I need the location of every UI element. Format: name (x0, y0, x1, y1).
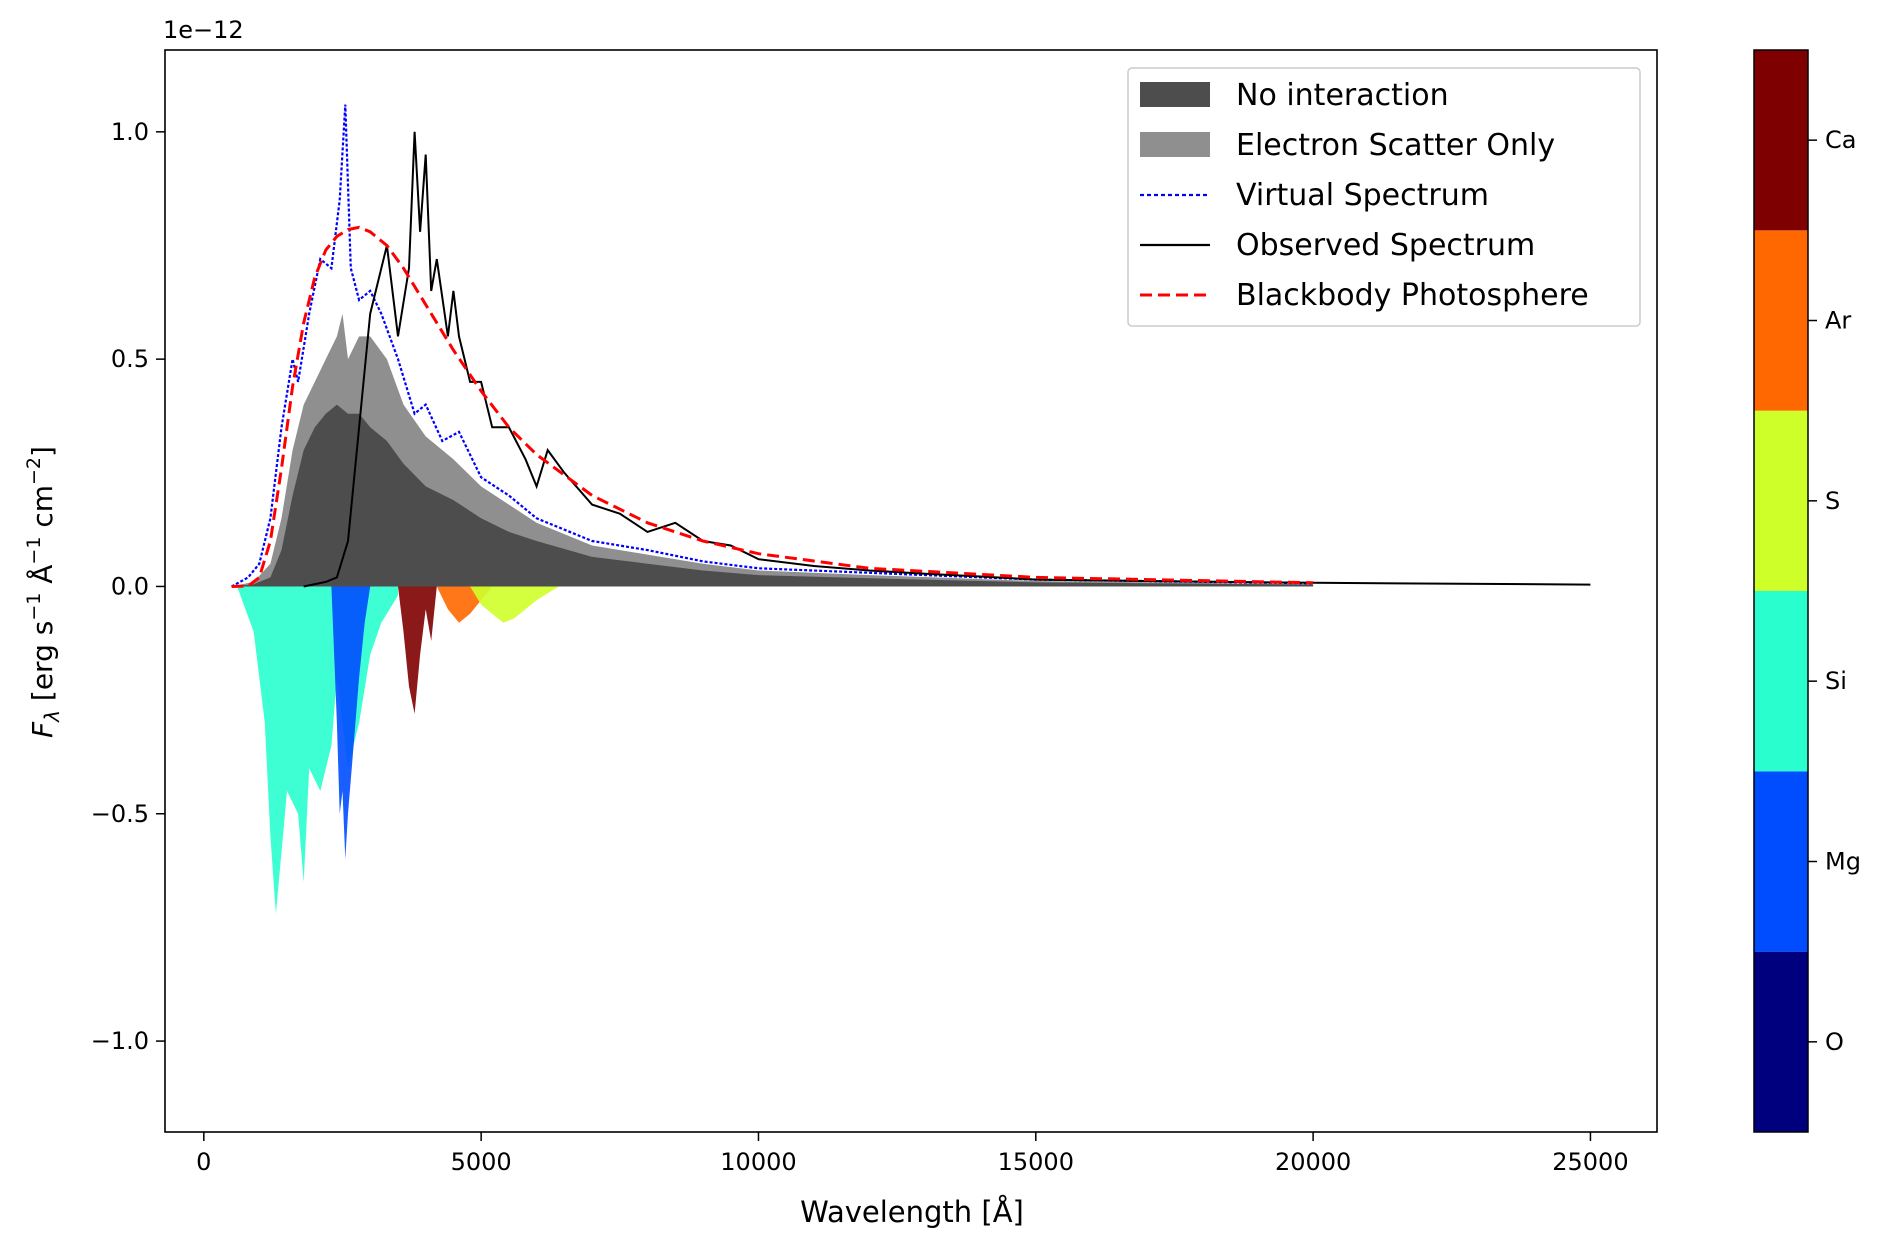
colorbar-label: Si (1825, 667, 1847, 695)
x-tick-label: 25000 (1552, 1148, 1628, 1176)
colorbar-label: Mg (1825, 848, 1861, 876)
colorbar-segment-ca (1754, 50, 1808, 231)
colorbar-label: S (1825, 487, 1840, 515)
legend-label: Blackbody Photosphere (1236, 278, 1589, 313)
electron-scatter-area (231, 313, 1314, 587)
y-tick-label: −0.5 (91, 800, 149, 828)
legend-box (1127, 67, 1641, 327)
plot-frame (164, 49, 1658, 1133)
legend-swatch-no-interaction (1140, 82, 1210, 107)
colorbar-label: O (1825, 1028, 1844, 1056)
legend: No interaction Electron Scatter Only Vir… (1127, 67, 1641, 327)
x-tick-label: 15000 (998, 1148, 1074, 1176)
y-tick-label: −1.0 (91, 1027, 149, 1055)
colorbar-label: Ar (1825, 307, 1851, 335)
y-tick-label: 0.5 (111, 345, 149, 373)
y-tick-label: 0.0 (111, 572, 149, 600)
colorbar-segment-s (1754, 410, 1808, 591)
colorbar-segment-ar (1754, 230, 1808, 411)
colorbar-segment-o (1754, 951, 1808, 1132)
x-tick-label: 0 (196, 1148, 211, 1176)
absorption-area-ca (398, 586, 437, 714)
observed-spectrum-line (303, 131, 1591, 588)
legend-label: No interaction (1236, 78, 1449, 113)
x-tick-label: 10000 (720, 1148, 796, 1176)
x-axis: 0 5000 10000 15000 20000 25000 (196, 1132, 1629, 1176)
colorbar-label: Ca (1825, 126, 1856, 154)
plot-data (231, 104, 1591, 914)
y-tick-label: 1.0 (111, 118, 149, 146)
x-axis-label: Wavelength [Å] (800, 1195, 1024, 1229)
colorbar-segment-si (1754, 591, 1808, 772)
x-tick-label: 20000 (1275, 1148, 1351, 1176)
legend-label: Virtual Spectrum (1236, 178, 1489, 213)
virtual-spectrum-line (231, 104, 1314, 588)
legend-label: Electron Scatter Only (1236, 128, 1555, 163)
colorbar-frame (1753, 49, 1809, 1133)
no-interaction-area (231, 404, 1314, 587)
y-offset-text: 1e−12 (163, 16, 244, 44)
absorption-area-mg (331, 586, 371, 860)
blackbody-line (231, 225, 1314, 588)
colorbar-segment-mg (1754, 771, 1808, 952)
y-axis: −1.0 −0.5 0.0 0.5 1.0 (91, 118, 165, 1055)
y-axis-label: Fλ [erg s−1 Å−1 cm−2] (23, 446, 64, 738)
legend-label: Observed Spectrum (1236, 228, 1535, 263)
x-tick-label: 5000 (451, 1148, 512, 1176)
colorbar: O Mg Si S Ar Ca (1753, 49, 1861, 1133)
absorption-area-s (470, 586, 559, 623)
legend-swatch-electron-scatter (1140, 132, 1210, 157)
